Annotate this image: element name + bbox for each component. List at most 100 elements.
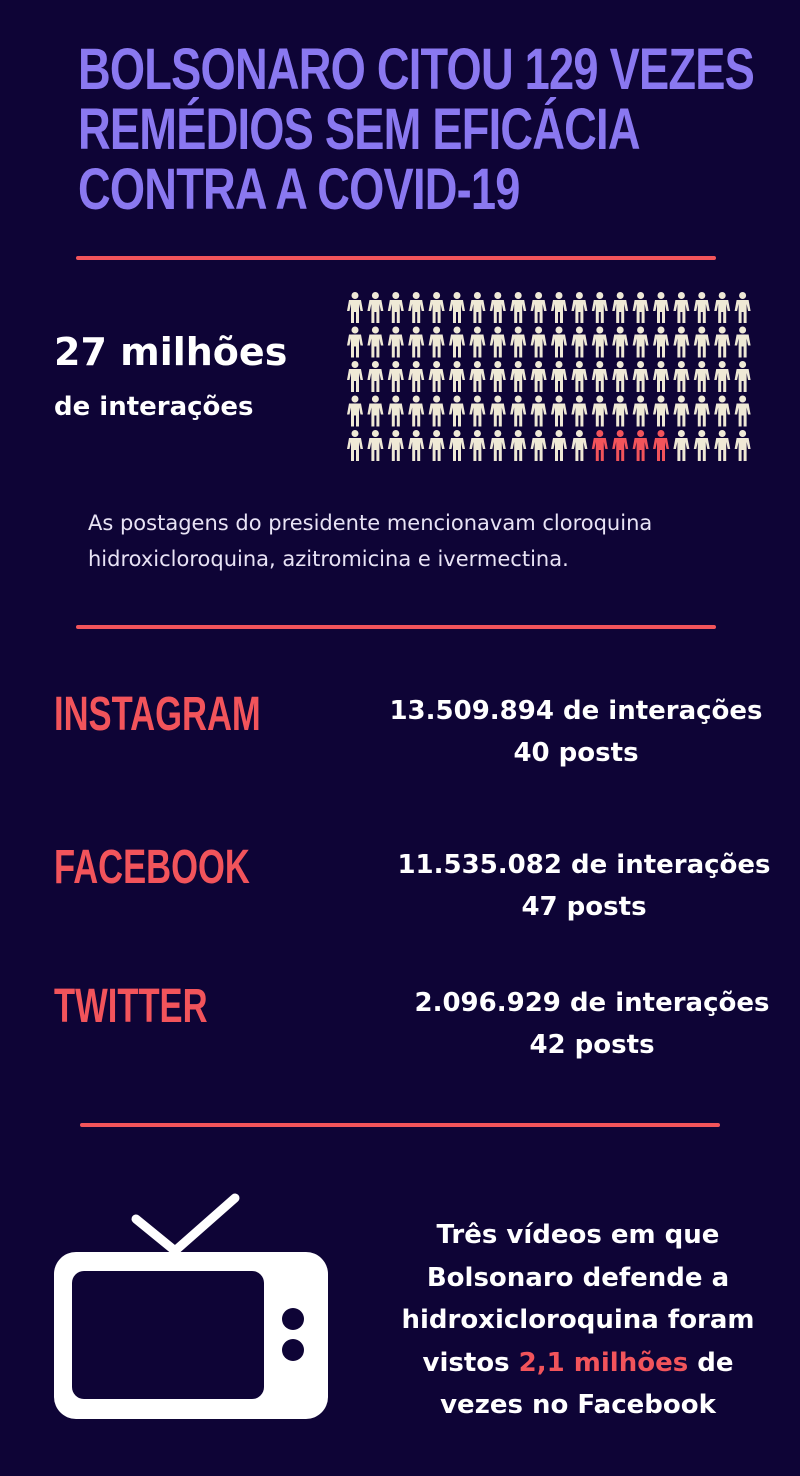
- person-icon: [387, 430, 404, 461]
- person-icon: [469, 292, 486, 323]
- person-icon: [653, 326, 669, 358]
- title-line-2: REMÉDIOS SEM EFICÁCIA: [78, 97, 641, 162]
- person-icon: [367, 326, 384, 358]
- person-icon: [551, 395, 567, 427]
- person-icon: [367, 361, 384, 392]
- person-icon: [510, 395, 527, 427]
- videos-line-2: Bolsonaro defende a: [426, 1262, 730, 1293]
- person-icon: [673, 326, 690, 358]
- person-icon: [673, 292, 690, 323]
- person-icon: [571, 292, 588, 323]
- platform-name-instagram: INSTAGRAM: [54, 688, 261, 741]
- person-icon: [673, 430, 690, 461]
- person-icon: [428, 430, 445, 461]
- person-icon: [571, 326, 588, 358]
- person-icon: [387, 326, 404, 358]
- person-icon: [734, 326, 751, 358]
- person-icon: [551, 361, 567, 392]
- posts-instagram: 40 posts: [513, 738, 639, 768]
- person-icon: [489, 395, 506, 427]
- person-icon-highlighted: [632, 430, 649, 461]
- person-icon: [693, 430, 710, 461]
- person-icon: [530, 361, 547, 392]
- person-icon: [734, 292, 751, 323]
- interactions-twitter: 2.096.929 de interações: [414, 988, 770, 1018]
- person-icon: [632, 292, 649, 323]
- person-icon: [734, 395, 751, 427]
- person-icon: [591, 292, 608, 323]
- person-icon: [530, 292, 547, 323]
- person-icon: [693, 292, 710, 323]
- person-icon: [469, 430, 486, 461]
- person-icon: [714, 430, 731, 461]
- divider-top: [76, 256, 716, 260]
- person-icon: [632, 326, 649, 358]
- person-icon: [489, 430, 506, 461]
- person-icon: [632, 361, 649, 392]
- person-icon: [653, 292, 669, 323]
- person-icon: [653, 361, 669, 392]
- person-icon: [347, 395, 363, 427]
- person-icon: [612, 326, 629, 358]
- person-icon: [714, 326, 731, 358]
- person-icon: [653, 395, 669, 427]
- platform-stats-instagram: 13.509.894 de interações 40 posts: [356, 690, 796, 774]
- person-icon: [510, 430, 527, 461]
- interactions-instagram: 13.509.894 de interações: [389, 696, 763, 726]
- person-icon: [612, 395, 629, 427]
- person-icon: [571, 361, 588, 392]
- person-icon: [347, 361, 363, 392]
- person-icon: [510, 326, 527, 358]
- person-icon: [367, 395, 384, 427]
- person-icon: [489, 326, 506, 358]
- person-icon: [428, 361, 445, 392]
- videos-line-4: vistos 2,1 milhões de: [378, 1342, 778, 1385]
- person-icon: [449, 326, 465, 358]
- person-icon: [428, 326, 445, 358]
- posts-facebook: 47 posts: [521, 892, 647, 922]
- person-icon: [387, 361, 404, 392]
- person-icon-highlighted: [591, 430, 608, 461]
- videos-line-1: Três vídeos em que: [436, 1220, 720, 1250]
- person-icon: [469, 395, 486, 427]
- person-icon: [489, 292, 506, 323]
- platform-name-twitter: TWITTER: [54, 980, 208, 1033]
- person-icon: [469, 361, 486, 392]
- people-pictogram: [345, 290, 755, 465]
- person-icon: [734, 361, 751, 392]
- person-icon: [408, 326, 425, 358]
- person-icon: [591, 395, 608, 427]
- page-title: BOLSONARO CITOU 129 VEZES REMÉDIOS SEM E…: [78, 40, 755, 222]
- description-line-1: As postagens do presidente mencionavam c…: [88, 511, 653, 535]
- person-icon: [551, 326, 567, 358]
- divider-bottom: [80, 1123, 720, 1127]
- platform-stats-twitter: 2.096.929 de interações 42 posts: [372, 982, 800, 1066]
- person-icon: [510, 292, 527, 323]
- person-icon: [387, 292, 404, 323]
- person-icon: [510, 361, 527, 392]
- description-line-2: hidroxicloroquina, azitromicina e iverme…: [88, 547, 569, 571]
- person-icon: [530, 326, 547, 358]
- person-icon: [347, 292, 363, 323]
- person-icon: [408, 430, 425, 461]
- person-icon: [612, 361, 629, 392]
- person-icon: [347, 430, 363, 461]
- videos-line-3: hidroxicloroquina foram: [401, 1305, 755, 1335]
- person-icon: [449, 430, 465, 461]
- person-icon: [714, 361, 731, 392]
- person-icon: [367, 292, 384, 323]
- person-icon: [449, 361, 465, 392]
- person-icon: [734, 430, 751, 461]
- total-interactions-label: de interações: [54, 392, 254, 422]
- total-interactions-number: 27 milhões: [54, 330, 288, 374]
- person-icon: [714, 292, 731, 323]
- person-icon: [693, 326, 710, 358]
- person-icon: [693, 395, 710, 427]
- person-icon: [551, 430, 567, 461]
- title-line-3: CONTRA A COVID-19: [78, 157, 520, 222]
- platform-name-facebook: FACEBOOK: [54, 841, 250, 894]
- person-icon: [347, 326, 363, 358]
- person-icon: [673, 361, 690, 392]
- person-icon: [428, 395, 445, 427]
- person-icon: [591, 361, 608, 392]
